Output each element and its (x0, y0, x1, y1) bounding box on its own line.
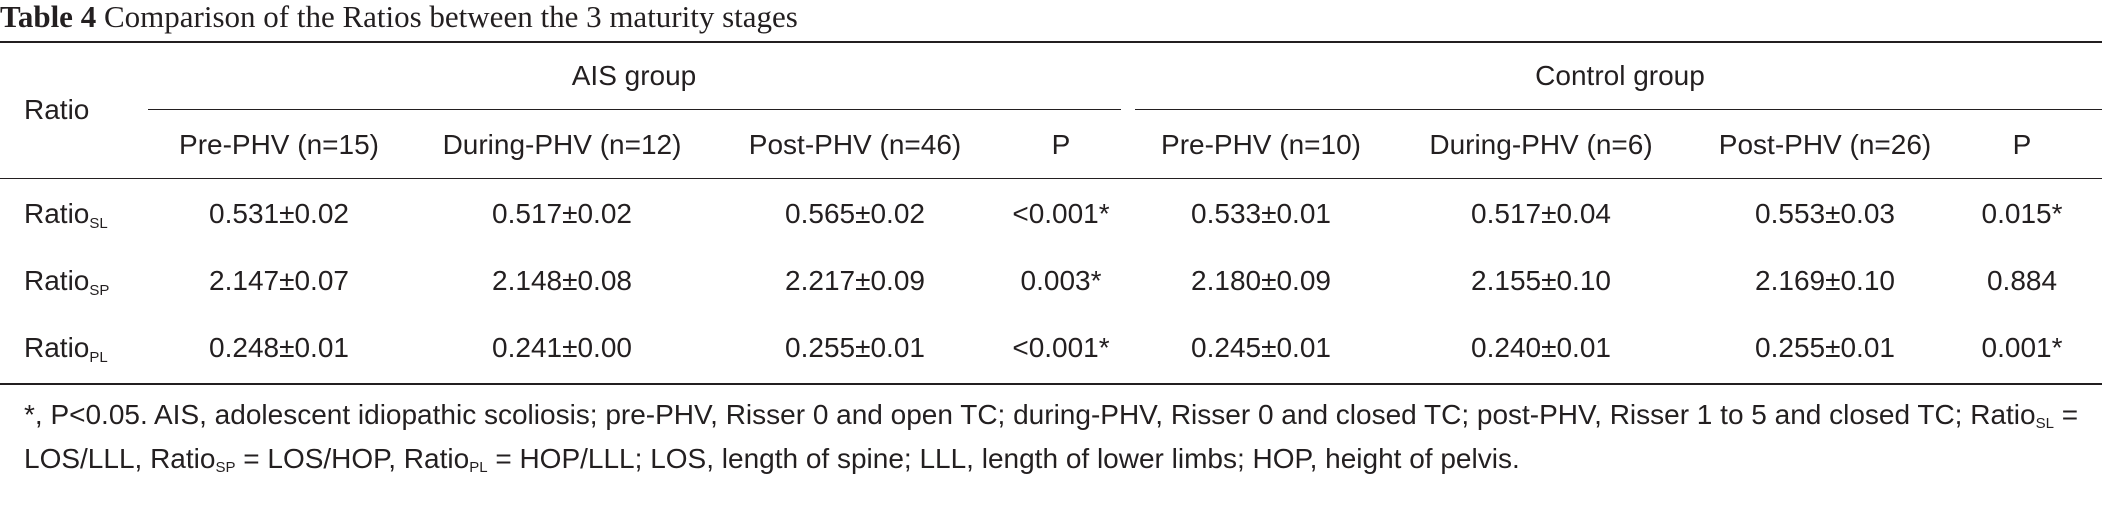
control-group-header: Control group (1535, 60, 1705, 91)
table-cell: 2.180±0.09 (1191, 265, 1331, 296)
table-cell: 2.169±0.10 (1755, 265, 1895, 296)
top-rule (0, 41, 2102, 43)
table-cell: 0.517±0.02 (492, 198, 632, 229)
col-ais-pre-phv: Pre-PHV (n=15) (179, 129, 379, 160)
col-control-p: P (2012, 129, 2032, 160)
col-control-during-phv: During-PHV (n=6) (1429, 129, 1653, 160)
table-cell: 0.240±0.01 (1471, 332, 1611, 363)
table-caption: Table 4 Comparison of the Ratios between… (0, 0, 798, 38)
table-cell: 0.245±0.01 (1191, 332, 1331, 363)
col-control-post-phv: Post-PHV (n=26) (1718, 129, 1932, 160)
table-cell: 0.553±0.03 (1755, 198, 1895, 229)
table-cell: <0.001* (1012, 198, 1110, 229)
ratio-column-header: Ratio (24, 94, 90, 125)
col-control-pre-phv: Pre-PHV (n=10) (1161, 129, 1361, 160)
table-cell: 0.015* (1981, 198, 2063, 229)
col-ais-post-phv: Post-PHV (n=46) (748, 129, 962, 160)
row-label-pl: RatioPL (24, 332, 108, 366)
table-cell: 0.248±0.01 (209, 332, 349, 363)
ais-group-rule (148, 109, 1121, 110)
table-footnote: *, P<0.05. AIS, adolescent idiopathic sc… (24, 399, 2079, 476)
bottom-rule (0, 383, 2102, 385)
table-cell: 0.517±0.04 (1471, 198, 1611, 229)
table-cell: 2.217±0.09 (785, 265, 925, 296)
table-cell: 0.255±0.01 (1755, 332, 1895, 363)
table-cell: 0.884 (1986, 265, 2058, 296)
header-rule (0, 178, 2102, 179)
table-cell: <0.001* (1012, 332, 1110, 363)
row-label-sl: RatioSL (24, 198, 108, 232)
control-group-rule (1135, 109, 2102, 110)
table-cell: 0.003* (1020, 265, 1102, 296)
table-cell: 0.001* (1981, 332, 2063, 363)
table-cell: 0.531±0.02 (209, 198, 349, 229)
table-cell: 2.147±0.07 (209, 265, 349, 296)
table-title: Comparison of the Ratios between the 3 m… (103, 0, 798, 34)
table-cell: 0.255±0.01 (785, 332, 925, 363)
table-cell: 2.148±0.08 (492, 265, 632, 296)
col-ais-p: P (1051, 129, 1071, 160)
table-label: Table 4 (0, 0, 97, 34)
table-cell: 0.533±0.01 (1191, 198, 1331, 229)
table-cell: 2.155±0.10 (1471, 265, 1611, 296)
col-ais-during-phv: During-PHV (n=12) (442, 129, 682, 160)
table-cell: 0.565±0.02 (785, 198, 925, 229)
row-label-sp: RatioSP (24, 265, 110, 299)
ais-group-header: AIS group (571, 60, 697, 91)
table-cell: 0.241±0.00 (492, 332, 632, 363)
